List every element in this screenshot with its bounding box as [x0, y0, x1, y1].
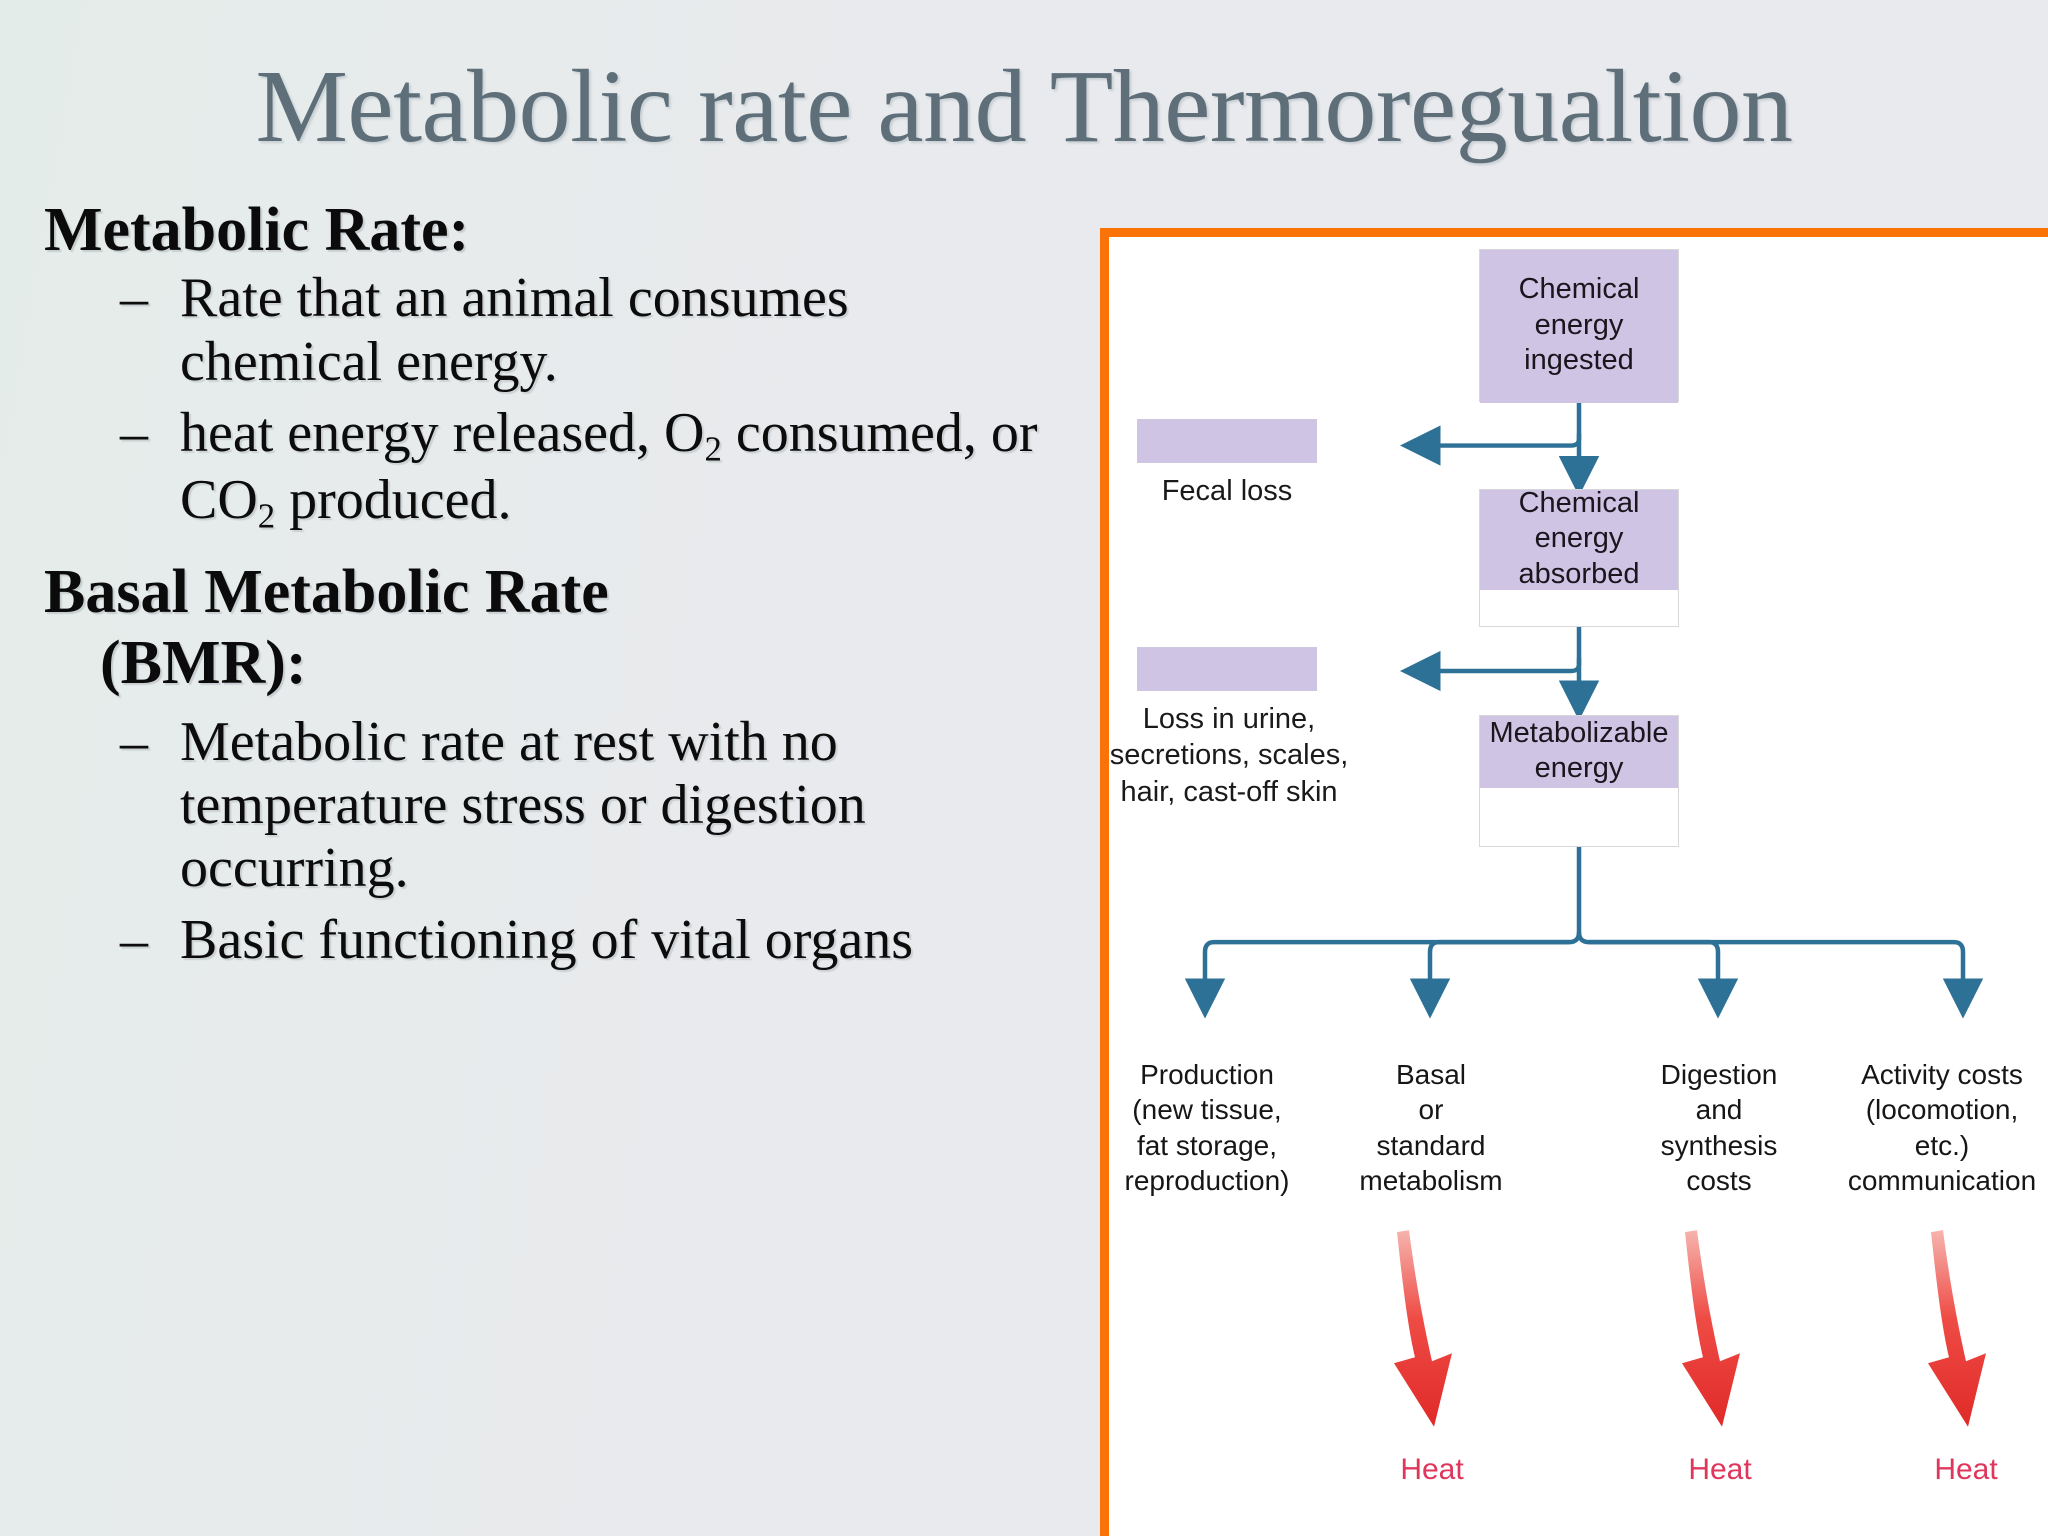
heat-label-activity: Heat [1934, 1453, 1998, 1486]
bullet-group-metabolic-rate: – Rate that an animal consumes chemical … [44, 267, 1054, 535]
bullet-heat-o2-co2: – heat energy released, O2 consumed, or … [120, 402, 1054, 536]
bullet-dash: – [120, 401, 148, 464]
node-chemical-energy-absorbed: Chemical energy absorbed [1479, 487, 1679, 627]
bullet-rate-at-rest: – Metabolic rate at rest with no tempera… [120, 711, 1054, 901]
caption-urine-loss: Loss in urine, secretions, scales, hair,… [1109, 703, 1349, 808]
subscript-o2: 2 [704, 429, 722, 469]
branch-label-digestion-synthesis: Digestion and synthesis costs [1660, 1059, 1778, 1196]
bullet-text-part1: heat energy released, O [180, 401, 705, 464]
heading-metabolic-rate: Metabolic Rate: [44, 196, 470, 264]
figure-canvas: Chemical energy ingested Chemical energy… [1109, 237, 2048, 1536]
subscript-co2: 2 [257, 496, 276, 536]
energy-budget-figure: Chemical energy ingested Chemical energy… [1100, 228, 2048, 1536]
branch-label-basal-metabolism: Basal or standard metabolism [1359, 1059, 1503, 1196]
bullet-group-bmr: – Metabolic rate at rest with no tempera… [44, 711, 1054, 972]
bullet-vital-organs: – Basic functioning of vital organs [120, 909, 1054, 972]
branch-label-activity-costs: Activity costs (locomotion, etc.) commun… [1847, 1059, 2037, 1196]
heat-label-digestion: Heat [1688, 1453, 1752, 1486]
node-chemical-energy-ingested: Chemical energy ingested [1479, 249, 1679, 403]
bullet-text: Basic functioning of vital organs [180, 908, 914, 971]
page-title: Metabolic rate and Thermoregualtion [255, 49, 1793, 164]
bullet-text-part3: produced. [275, 468, 512, 531]
bullet-rate-consumes-energy: – Rate that an animal consumes chemical … [120, 267, 1054, 394]
heat-label-basal: Heat [1400, 1453, 1464, 1486]
heading-bmr-line2: (BMR): [100, 629, 307, 698]
bullet-text-part2: consumed, or CO [180, 401, 1038, 531]
bar-urine-loss [1137, 647, 1317, 691]
bullet-text: Rate that an animal consumes chemical en… [180, 267, 849, 393]
bar-fecal-loss [1137, 419, 1317, 463]
bullet-dash: – [120, 908, 148, 971]
bullet-dash: – [120, 710, 148, 773]
heading-bmr-line1: Basal Metabolic Rate [44, 557, 609, 626]
node-metabolizable-energy: Metabolizable energy [1479, 715, 1679, 847]
bullet-text: Metabolic rate at rest with no temperatu… [180, 710, 866, 900]
node-label: Chemical energy absorbed [1480, 487, 1678, 590]
branch-label-production: Production (new tissue, fat storage, rep… [1124, 1059, 1290, 1196]
node-label: Metabolizable energy [1480, 716, 1678, 788]
content-body: Metabolic Rate: – Rate that an animal co… [44, 196, 1054, 980]
caption-fecal-loss: Fecal loss [1161, 475, 1293, 507]
node-label: Chemical energy ingested [1480, 250, 1678, 403]
bullet-dash: – [120, 267, 148, 330]
